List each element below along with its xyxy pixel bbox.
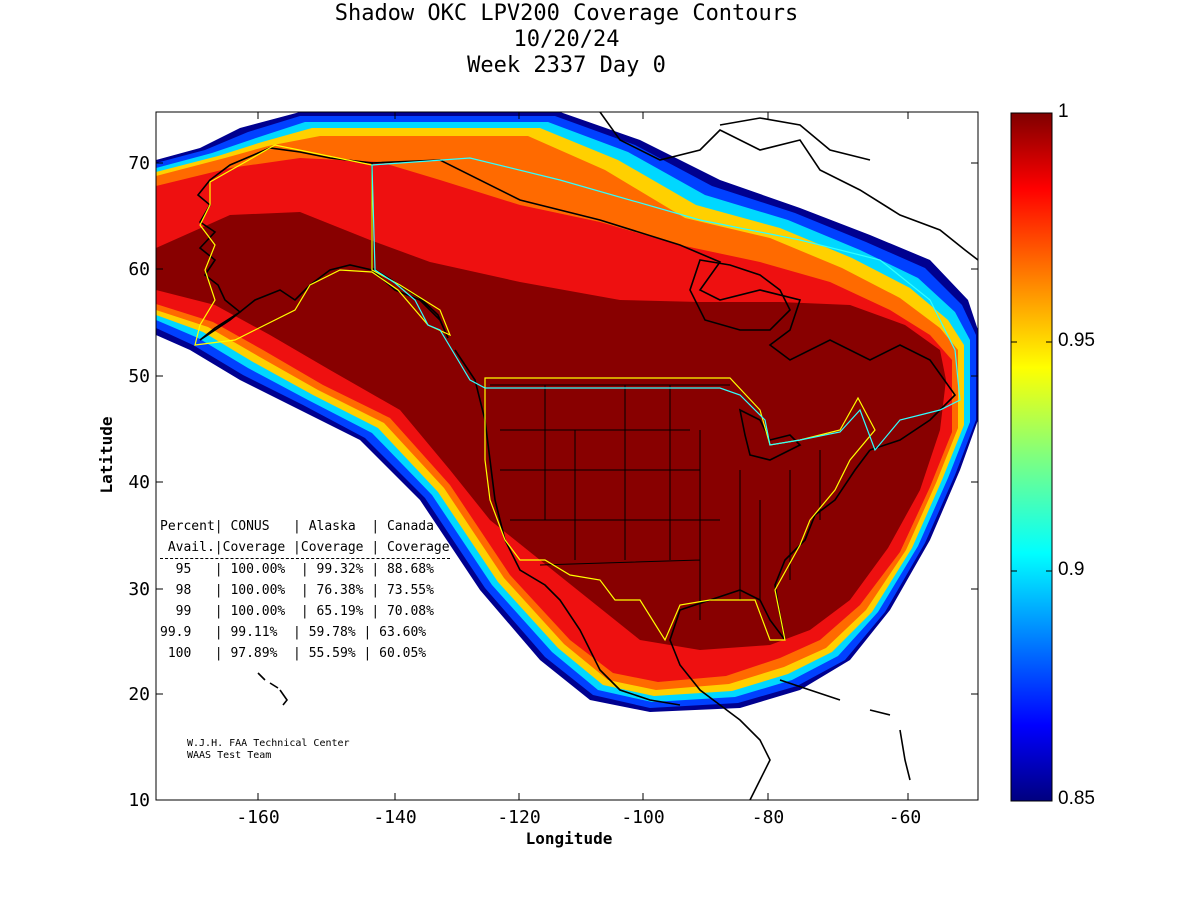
colorbar-ticks [1011,341,1052,572]
x-tick-label: -120 [497,807,540,828]
coverage-contours [156,112,978,712]
x-tick-label: -80 [752,807,785,828]
table-row: 99 | 100.00% | 65.19% | 70.08% [160,604,434,619]
x-tick-label: -60 [889,807,922,828]
canada-arctic-coast [371,159,957,451]
table-header: Percent| CONUS | Alaska | Canada [160,519,434,534]
chart-date: 10/20/24 [513,27,620,52]
colorbar-label: 1 [1058,101,1069,122]
coastlines [196,112,978,800]
credit-line: W.J.H. FAA Technical Center [187,738,350,749]
colorbar-label: 0.9 [1058,559,1085,580]
plot-frame [155,111,979,801]
great-lakes [738,408,802,461]
coverage-stats-table: Percent| CONUS | Alaska | Canada Avail.|… [160,516,450,664]
colorbar-label: 0.95 [1058,330,1095,351]
y-tick-label: 30 [128,579,150,600]
table-row: 100 | 97.89% | 55.59% | 60.05% [160,646,427,661]
credit-text: W.J.H. FAA Technical Center WAAS Test Tea… [187,738,350,762]
axis-ticks [156,112,978,800]
x-axis-label: Longitude [526,829,613,848]
y-tick-label: 60 [128,259,150,280]
canada-boundary [371,157,961,452]
table-header: Avail.|Coverage |Coverage | Coverage [160,537,450,559]
arctic-islands [599,112,978,261]
region-boundaries [194,144,961,642]
y-tick-labels: 70 60 50 40 30 20 10 [128,153,150,811]
y-tick-label: 10 [128,790,150,811]
colorbar [1010,112,1053,802]
table-row: 98 | 100.00% | 76.38% | 73.55% [160,583,434,598]
table-row: 95 | 100.00% | 99.32% | 88.68% [160,562,434,577]
band-dark-red-core [156,212,946,650]
x-tick-labels: -160 -140 -120 -100 -80 -60 [236,807,921,828]
y-tick-label: 40 [128,472,150,493]
caribbean [779,679,911,781]
table-row: 99.9 | 99.11% | 59.78% | 63.60% [160,625,427,640]
colorbar-label: 0.85 [1058,788,1095,809]
x-tick-label: -140 [373,807,416,828]
y-tick-label: 70 [128,153,150,174]
hawaii [257,672,288,706]
us-west-coast [454,349,681,706]
state-borders [490,384,821,620]
y-tick-label: 50 [128,366,150,387]
conus-boundary [484,377,876,642]
y-axis-label: Latitude [97,416,116,493]
hudson-bay [689,259,791,331]
x-tick-label: -100 [621,807,664,828]
chart-week-day: Week 2337 Day 0 [467,53,666,78]
credit-line: WAAS Test Team [187,750,272,761]
chart-title: Shadow OKC LPV200 Coverage Contours [334,1,799,26]
y-tick-label: 20 [128,684,150,705]
x-tick-label: -160 [236,807,279,828]
